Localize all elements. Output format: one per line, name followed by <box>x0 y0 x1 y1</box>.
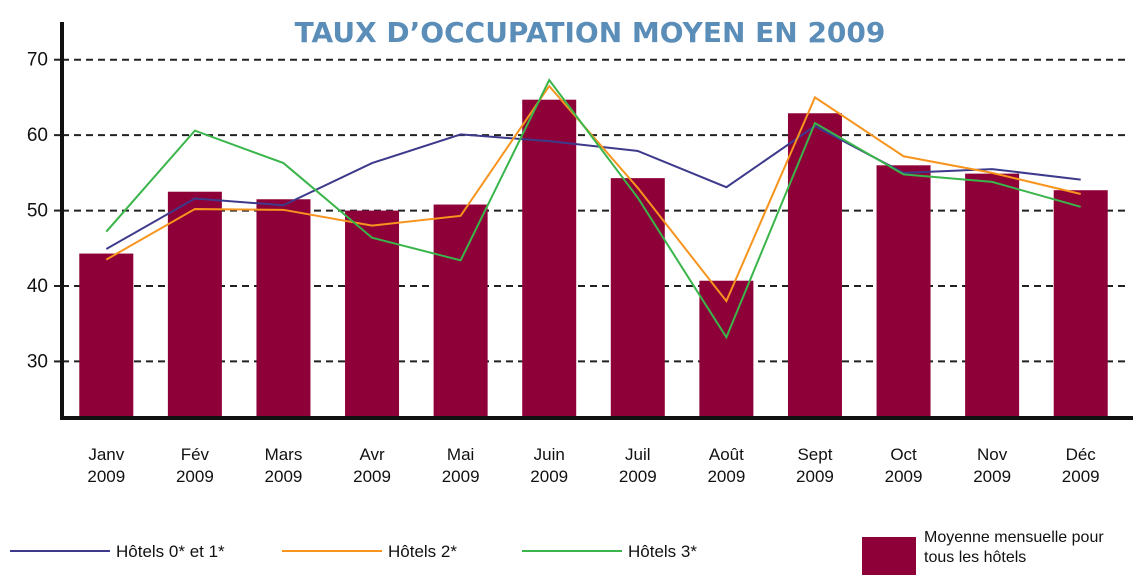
x-tick-label-line: Mars <box>265 445 303 464</box>
x-tick-label: Fév 2009 <box>176 445 214 486</box>
x-tick-label-line: Janv <box>88 445 124 464</box>
x-tick-label: Juil 2009 <box>619 445 657 486</box>
x-tick-label-line: 2009 <box>265 467 303 486</box>
x-tick-label: Sept 2009 <box>796 445 834 486</box>
x-tick-label-line: Août <box>709 445 744 464</box>
y-tick-label: 50 <box>27 201 48 222</box>
chart-title: TAUX D’OCCUPATION MOYEN EN 2009 <box>295 16 886 49</box>
x-tick-label-line: Oct <box>890 445 917 464</box>
y-tick-label: 40 <box>27 276 48 297</box>
bar <box>256 199 311 418</box>
x-tick-label-line: Fév <box>181 445 210 464</box>
x-tick-label-line: Déc <box>1066 445 1097 464</box>
x-tick-label: Oct 2009 <box>885 445 923 486</box>
legend-label: Moyenne mensuelle pour tous les hôtels <box>924 529 1104 566</box>
x-tick-label-line: 2009 <box>1062 467 1100 486</box>
x-tick-label-line: Juil <box>625 445 651 464</box>
x-tick-label: Juin 2009 <box>530 445 568 486</box>
x-tick-label-line: Avr <box>359 445 385 464</box>
x-tick-label: Nov 2009 <box>973 445 1011 486</box>
line <box>105 124 1081 250</box>
x-tick-label-line: 2009 <box>619 467 657 486</box>
bar <box>167 191 222 418</box>
line <box>105 84 1081 304</box>
legend-label: Hôtels 3* <box>628 542 697 561</box>
y-tick-label: 70 <box>27 50 48 71</box>
x-tick-label-line: 2009 <box>442 467 480 486</box>
legend-swatch <box>862 537 916 575</box>
x-tick-label: Avr 2009 <box>353 445 391 486</box>
bar <box>787 113 842 419</box>
x-tick-label-line: Juin <box>534 445 565 464</box>
x-tick-label-line: 2009 <box>973 467 1011 486</box>
x-tick-label-line: Sept <box>797 445 832 464</box>
x-tick-label-line: 2009 <box>707 467 745 486</box>
bar <box>522 99 577 418</box>
bar <box>699 280 754 418</box>
x-tick-label-line: Nov <box>977 445 1008 464</box>
x-tick-label-line: 2009 <box>353 467 391 486</box>
bar <box>876 165 931 418</box>
x-tick-label: Janv 2009 <box>87 445 125 486</box>
bar <box>433 204 488 418</box>
x-tick-label-line: Mai <box>447 445 474 464</box>
bar <box>345 210 400 418</box>
y-tick-label: 30 <box>27 351 48 372</box>
legend-label: Hôtels 2* <box>388 542 457 561</box>
x-tick-label-line: 2009 <box>885 467 923 486</box>
bar <box>1053 190 1108 418</box>
bar <box>965 173 1020 418</box>
x-tick-label: Mai 2009 <box>442 445 480 486</box>
x-tick-label-line: 2009 <box>530 467 568 486</box>
x-tick-label-line: 2009 <box>87 467 125 486</box>
x-tick-label: Déc 2009 <box>1062 445 1100 486</box>
line <box>105 78 1081 340</box>
legend-label: Hôtels 0* et 1* <box>116 542 225 561</box>
x-tick-label: Août 2009 <box>707 445 745 486</box>
bar <box>79 253 134 418</box>
x-tick-label-line: 2009 <box>796 467 834 486</box>
bar <box>610 178 665 418</box>
x-tick-label-line: 2009 <box>176 467 214 486</box>
y-tick-label: 60 <box>27 125 48 146</box>
x-tick-label: Mars 2009 <box>265 445 303 486</box>
